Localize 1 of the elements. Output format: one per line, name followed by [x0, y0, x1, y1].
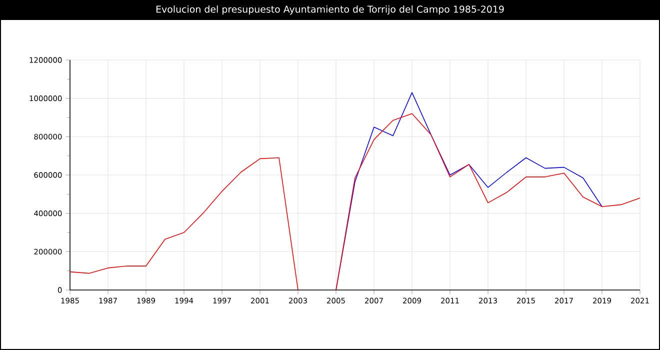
chart-title: Evolucion del presupuesto Ayuntamiento de Torrijo del Campo 1985-2019: [156, 5, 504, 15]
